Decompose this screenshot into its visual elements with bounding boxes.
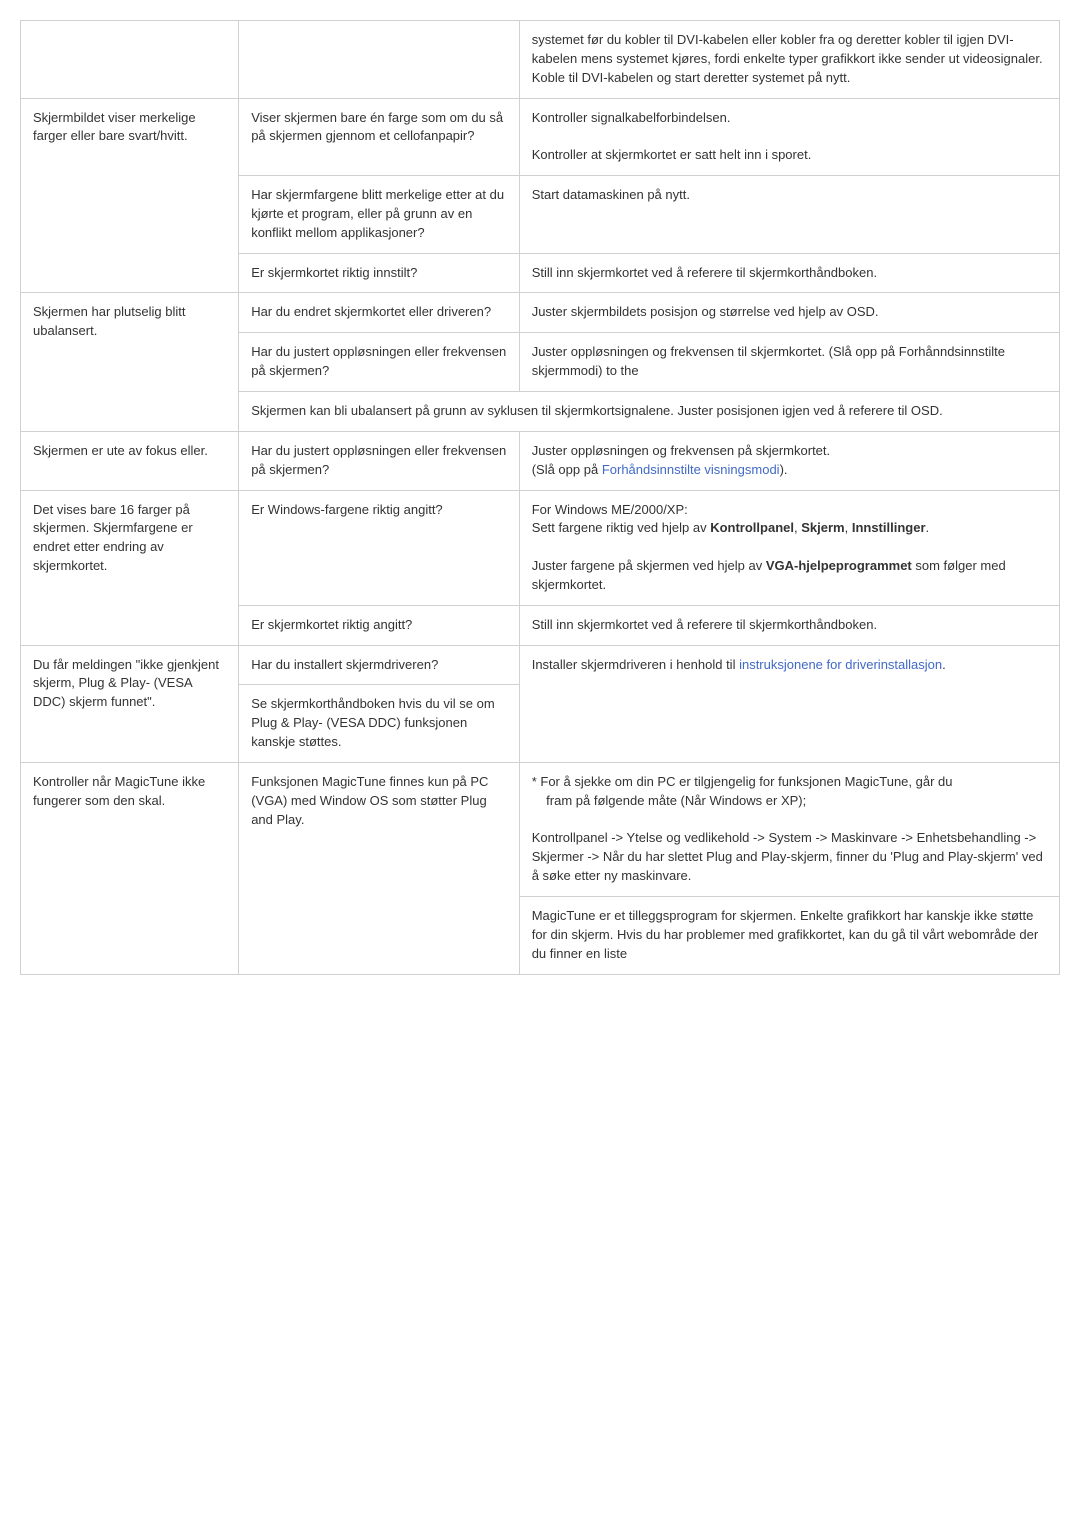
cell-question: Er Windows-fargene riktig angitt? [239,490,520,605]
cell-solution: MagicTune er et tilleggsprogram for skje… [519,897,1059,975]
solution-text: fram på følgende måte (Når Windows er XP… [532,793,807,808]
cell-symptom: Du får meldingen "ikke gjenkjent skjerm,… [21,645,239,762]
cell-question: Har du justert oppløsningen eller frekve… [239,333,520,392]
cell-solution: Start datamaskinen på nytt. [519,176,1059,254]
table-row: Det vises bare 16 farger på skjermen. Sk… [21,490,1060,605]
cell-empty [239,21,520,99]
cell-question: Har du installert skjermdriveren? [239,645,520,685]
table-row: Du får meldingen "ikke gjenkjent skjerm,… [21,645,1060,685]
cell-symptom: Skjermen har plutselig blitt ubalansert. [21,293,239,431]
table-row: systemet før du kobler til DVI-kabelen e… [21,21,1060,99]
solution-text: , [845,520,852,535]
cell-solution: For Windows ME/2000/XP: Sett fargene rik… [519,490,1059,605]
cell-solution: Still inn skjermkortet ved å referere ti… [519,253,1059,293]
solution-text: Kontroller at skjermkortet er satt helt … [532,147,812,162]
cell-solution: Still inn skjermkortet ved å referere ti… [519,605,1059,645]
cell-question: Er skjermkortet riktig innstilt? [239,253,520,293]
preset-modes-link[interactable]: Forhåndsinnstilte visningsmodi [602,462,780,477]
cell-question: Funksjonen MagicTune finnes kun på PC (V… [239,762,520,974]
cell-question: Er skjermkortet riktig angitt? [239,605,520,645]
solution-text: Kontroller signalkabelforbindelsen. [532,110,731,125]
table-row: Skjermen har plutselig blitt ubalansert.… [21,293,1060,333]
cell-question: Har du justert oppløsningen eller frekve… [239,431,520,490]
bold-text: Kontrollpanel [710,520,794,535]
cell-question: Har du endret skjermkortet eller drivere… [239,293,520,333]
cell-empty [21,21,239,99]
cell-solution: Installer skjermdriveren i henhold til i… [519,645,1059,762]
cell-solution: Juster oppløsningen og frekvensen på skj… [519,431,1059,490]
bold-text: Innstillinger [852,520,926,535]
cell-solution: systemet før du kobler til DVI-kabelen e… [519,21,1059,99]
solution-text: . [926,520,930,535]
table-row: Skjermbildet viser merkelige farger elle… [21,98,1060,176]
solution-text: Installer skjermdriveren i henhold til [532,657,739,672]
cell-question: Se skjermkorthåndboken hvis du vil se om… [239,685,520,763]
cell-question: Har skjermfargene blitt merkelige etter … [239,176,520,254]
cell-symptom: Det vises bare 16 farger på skjermen. Sk… [21,490,239,645]
solution-text: Sett fargene riktig ved hjelp av [532,520,711,535]
solution-text: (Slå opp på [532,462,602,477]
cell-symptom: Skjermbildet viser merkelige farger elle… [21,98,239,293]
table-row: Kontroller når MagicTune ikke fungerer s… [21,762,1060,896]
driver-install-link[interactable]: instruksjonene for driverinstallasjon [739,657,942,672]
solution-text: ). [780,462,788,477]
cell-note: Skjermen kan bli ubalansert på grunn av … [239,391,1060,431]
cell-solution: Juster oppløsningen og frekvensen til sk… [519,333,1059,392]
table-row: Skjermen er ute av fokus eller. Har du j… [21,431,1060,490]
solution-text: Juster fargene på skjermen ved hjelp av [532,558,766,573]
bold-text: VGA-hjelpeprogrammet [766,558,912,573]
cell-solution: * For å sjekke om din PC er tilgjengelig… [519,762,1059,896]
solution-text: . [942,657,946,672]
cell-symptom: Kontroller når MagicTune ikke fungerer s… [21,762,239,974]
cell-solution: Juster skjermbildets posisjon og størrel… [519,293,1059,333]
cell-symptom: Skjermen er ute av fokus eller. [21,431,239,490]
cell-question: Viser skjermen bare én farge som om du s… [239,98,520,176]
solution-text: Kontrollpanel -> Ytelse og vedlikehold -… [532,830,1043,883]
solution-text: For Windows ME/2000/XP: [532,502,688,517]
solution-text: Juster oppløsningen og frekvensen på skj… [532,443,830,458]
bold-text: Skjerm [801,520,844,535]
solution-text: * For å sjekke om din PC er tilgjengelig… [532,774,953,789]
cell-solution: Kontroller signalkabelforbindelsen. Kont… [519,98,1059,176]
troubleshooting-table: systemet før du kobler til DVI-kabelen e… [20,20,1060,975]
